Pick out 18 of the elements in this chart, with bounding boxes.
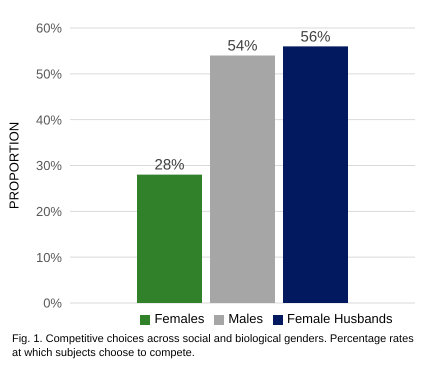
y-tick-label: 0% xyxy=(43,296,62,311)
y-tick-label: 40% xyxy=(36,112,62,128)
data-label: 28% xyxy=(154,156,185,174)
legend-label: Female Husbands xyxy=(287,311,393,326)
data-label: 54% xyxy=(227,38,258,54)
y-tick-label: 20% xyxy=(36,204,62,219)
y-tick-label: 10% xyxy=(36,250,62,265)
legend-label: Females xyxy=(154,311,204,326)
bar xyxy=(137,174,202,303)
data-label: 56% xyxy=(300,28,331,46)
bar xyxy=(283,46,348,303)
y-tick-label: 30% xyxy=(36,158,62,174)
y-tick-label: 60% xyxy=(36,20,62,36)
y-axis-title: PROPORTION xyxy=(6,122,22,210)
caption: Fig. 1. Competitive choices across social and biological genders. Percentage rates at which subjects choose to compete. xyxy=(11,332,415,360)
legend-label: Males xyxy=(228,311,264,326)
bar xyxy=(210,56,275,303)
y-tick-label: 50% xyxy=(36,66,62,82)
